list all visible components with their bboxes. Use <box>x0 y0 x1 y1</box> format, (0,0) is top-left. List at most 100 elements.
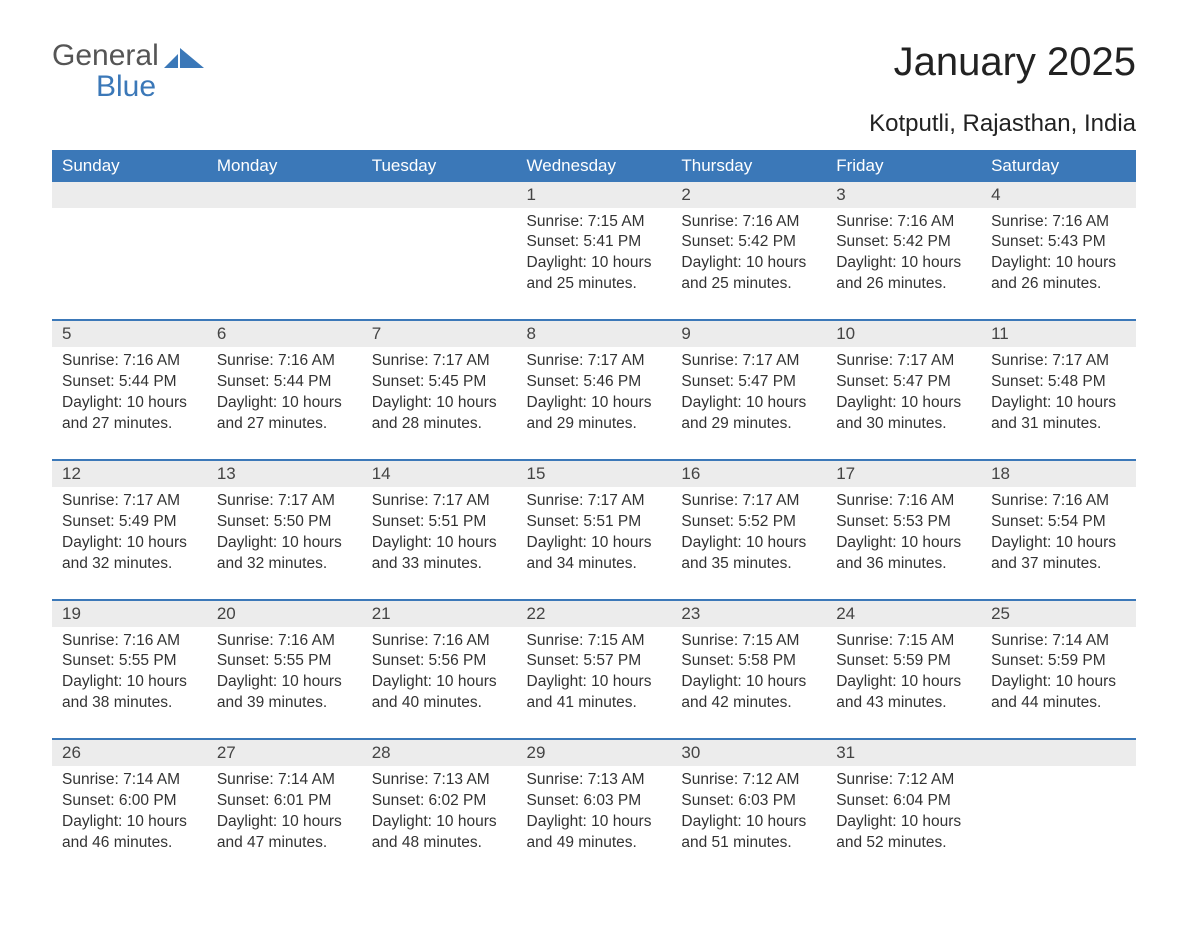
day-data-cell: Sunrise: 7:17 AMSunset: 5:46 PMDaylight:… <box>517 347 672 460</box>
day-number-cell: 31 <box>826 739 981 766</box>
day-line: Daylight: 10 hours <box>217 812 352 833</box>
day-line: Sunrise: 7:13 AM <box>527 770 662 791</box>
day-line: and 52 minutes. <box>836 833 971 854</box>
day-line: Sunset: 5:59 PM <box>836 651 971 672</box>
day-line: Sunrise: 7:16 AM <box>217 631 352 652</box>
day-line: Daylight: 10 hours <box>372 672 507 693</box>
day-number-cell: 25 <box>981 600 1136 627</box>
week-data-row: Sunrise: 7:16 AMSunset: 5:44 PMDaylight:… <box>52 347 1136 460</box>
day-line: Sunrise: 7:17 AM <box>372 351 507 372</box>
day-data-cell: Sunrise: 7:14 AMSunset: 6:00 PMDaylight:… <box>52 766 207 878</box>
day-number-cell: 10 <box>826 320 981 347</box>
day-data-cell: Sunrise: 7:16 AMSunset: 5:55 PMDaylight:… <box>52 627 207 740</box>
day-number-cell: 7 <box>362 320 517 347</box>
day-line: and 48 minutes. <box>372 833 507 854</box>
day-line: and 26 minutes. <box>836 274 971 295</box>
day-line: Sunrise: 7:16 AM <box>836 491 971 512</box>
day-line: Daylight: 10 hours <box>836 672 971 693</box>
day-line: Sunset: 6:00 PM <box>62 791 197 812</box>
day-line: Sunrise: 7:16 AM <box>62 351 197 372</box>
day-line: Sunrise: 7:16 AM <box>217 351 352 372</box>
day-line: and 26 minutes. <box>991 274 1126 295</box>
day-line: Daylight: 10 hours <box>681 533 816 554</box>
day-line: and 46 minutes. <box>62 833 197 854</box>
day-line: Daylight: 10 hours <box>681 812 816 833</box>
day-number-cell: 18 <box>981 460 1136 487</box>
day-data-cell <box>981 766 1136 878</box>
day-number-cell: 26 <box>52 739 207 766</box>
day-line: Sunrise: 7:17 AM <box>217 491 352 512</box>
day-number-cell: 5 <box>52 320 207 347</box>
day-line: Daylight: 10 hours <box>991 672 1126 693</box>
day-line: and 47 minutes. <box>217 833 352 854</box>
day-line: Sunrise: 7:15 AM <box>681 631 816 652</box>
day-line: and 44 minutes. <box>991 693 1126 714</box>
day-line: Sunset: 5:54 PM <box>991 512 1126 533</box>
day-line: and 36 minutes. <box>836 554 971 575</box>
day-line: Sunset: 5:44 PM <box>217 372 352 393</box>
day-data-cell: Sunrise: 7:15 AMSunset: 5:58 PMDaylight:… <box>671 627 826 740</box>
day-data-cell: Sunrise: 7:16 AMSunset: 5:55 PMDaylight:… <box>207 627 362 740</box>
day-line: Daylight: 10 hours <box>372 812 507 833</box>
day-line: and 27 minutes. <box>62 414 197 435</box>
day-line: Daylight: 10 hours <box>62 533 197 554</box>
day-data-cell <box>207 208 362 321</box>
day-line: Daylight: 10 hours <box>217 533 352 554</box>
day-number-cell: 14 <box>362 460 517 487</box>
day-line: Daylight: 10 hours <box>836 533 971 554</box>
day-line: and 34 minutes. <box>527 554 662 575</box>
day-line: and 49 minutes. <box>527 833 662 854</box>
week-data-row: Sunrise: 7:15 AMSunset: 5:41 PMDaylight:… <box>52 208 1136 321</box>
day-line: Sunset: 5:49 PM <box>62 512 197 533</box>
day-line: Sunset: 5:59 PM <box>991 651 1126 672</box>
day-number-cell <box>52 182 207 208</box>
day-line: and 32 minutes. <box>217 554 352 575</box>
day-number-cell: 3 <box>826 182 981 208</box>
day-number-cell: 2 <box>671 182 826 208</box>
day-data-cell: Sunrise: 7:15 AMSunset: 5:59 PMDaylight:… <box>826 627 981 740</box>
day-line: Sunset: 5:43 PM <box>991 232 1126 253</box>
dayname-tue: Tuesday <box>362 150 517 182</box>
week-daynum-row: 262728293031 <box>52 739 1136 766</box>
week-data-row: Sunrise: 7:16 AMSunset: 5:55 PM Daylight:… <box>52 627 1136 740</box>
day-data-cell: Sunrise: 7:15 AMSunset: 5:41 PMDaylight:… <box>517 208 672 321</box>
day-line: and 29 minutes. <box>681 414 816 435</box>
day-data-cell: Sunrise: 7:16 AMSunset: 5:56 PMDaylight:… <box>362 627 517 740</box>
day-line: Daylight: 10 hours <box>991 253 1126 274</box>
day-number-cell: 1 <box>517 182 672 208</box>
day-line: Sunset: 6:01 PM <box>217 791 352 812</box>
day-line: and 35 minutes. <box>681 554 816 575</box>
day-data-cell: Sunrise: 7:17 AMSunset: 5:45 PMDaylight:… <box>362 347 517 460</box>
day-data-cell: Sunrise: 7:17 AMSunset: 5:49 PMDaylight:… <box>52 487 207 600</box>
day-data-cell: Sunrise: 7:15 AMSunset: 5:57 PMDaylight:… <box>517 627 672 740</box>
day-line: Sunset: 5:46 PM <box>527 372 662 393</box>
day-data-cell: Sunrise: 7:17 AMSunset: 5:50 PMDaylight:… <box>207 487 362 600</box>
day-number-cell: 27 <box>207 739 362 766</box>
day-number-cell: 16 <box>671 460 826 487</box>
day-number-cell: 9 <box>671 320 826 347</box>
day-line: and 51 minutes. <box>681 833 816 854</box>
day-line: Sunset: 5:55 PM <box>217 651 352 672</box>
day-data-cell: Sunrise: 7:14 AMSunset: 6:01 PMDaylight:… <box>207 766 362 878</box>
day-line: Daylight: 10 hours <box>836 812 971 833</box>
day-line: Sunrise: 7:17 AM <box>681 491 816 512</box>
day-line: and 39 minutes. <box>217 693 352 714</box>
day-line: Daylight: 10 hours <box>217 393 352 414</box>
day-line: and 30 minutes. <box>836 414 971 435</box>
day-data-cell: Sunrise: 7:17 AMSunset: 5:47 PMDaylight:… <box>671 347 826 460</box>
day-line: Daylight: 10 hours <box>527 672 662 693</box>
day-line: and 42 minutes. <box>681 693 816 714</box>
day-line: Sunrise: 7:17 AM <box>991 351 1126 372</box>
day-number-cell: 29 <box>517 739 672 766</box>
day-line: Sunrise: 7:17 AM <box>836 351 971 372</box>
day-line: Sunset: 5:42 PM <box>836 232 971 253</box>
day-number-cell: 21 <box>362 600 517 627</box>
day-line: Sunset: 6:03 PM <box>681 791 816 812</box>
day-data-cell: Sunrise: 7:12 AMSunset: 6:04 PMDaylight:… <box>826 766 981 878</box>
day-line: Daylight: 10 hours <box>991 393 1126 414</box>
day-line: and 27 minutes. <box>217 414 352 435</box>
day-line: Sunset: 5:41 PM <box>527 232 662 253</box>
day-line: Daylight: 10 hours <box>527 393 662 414</box>
day-line: Daylight: 10 hours <box>62 812 197 833</box>
day-line: Sunset: 5:45 PM <box>372 372 507 393</box>
